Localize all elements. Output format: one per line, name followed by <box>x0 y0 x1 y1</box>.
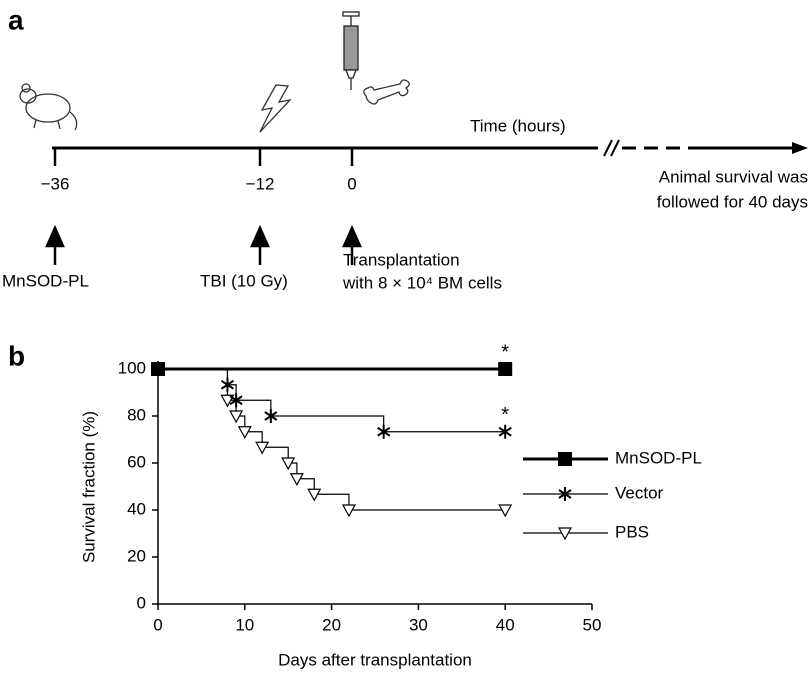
syringe-icon <box>342 11 360 90</box>
annotation: * <box>501 404 509 426</box>
axis-break <box>603 139 620 157</box>
marker <box>377 424 391 439</box>
marker <box>264 409 278 423</box>
marker <box>255 441 270 455</box>
time-point: 0 <box>347 174 356 193</box>
event-label: TBI (10 Gy) <box>200 271 288 290</box>
panel-label: a <box>8 4 24 35</box>
mouse-icon <box>19 83 78 131</box>
marker <box>498 504 513 518</box>
marker <box>237 426 252 439</box>
annotation: * <box>501 341 509 363</box>
event-arrows <box>45 224 362 265</box>
x-axis-title: Days after transplantation <box>278 650 472 669</box>
y-tick-label: 40 <box>127 499 146 518</box>
marker <box>220 377 234 392</box>
marker <box>341 504 356 518</box>
event-label: with 8 × 10⁴ BM cells <box>342 273 502 292</box>
marker <box>229 410 244 424</box>
marker <box>220 394 235 408</box>
y-tick-label: 0 <box>137 593 146 612</box>
legend-marker <box>557 527 573 541</box>
legend-label: MnSOD-PL <box>615 448 702 467</box>
survival-line <box>158 368 506 433</box>
x-tick-label: 30 <box>409 615 428 634</box>
event-label: MnSOD-PL <box>2 271 89 290</box>
x-tick-label: 10 <box>235 615 254 634</box>
time-axis-label: Time (hours) <box>470 116 566 135</box>
followup-label: Animal survival was <box>659 167 808 186</box>
legend-marker <box>558 487 572 501</box>
marker <box>289 473 304 486</box>
marker <box>498 362 513 376</box>
y-tick-label: 100 <box>118 358 146 377</box>
followup-label: followed for 40 days <box>657 192 808 211</box>
x-tick-label: 50 <box>583 615 602 634</box>
time-point: −36 <box>41 174 70 193</box>
x-tick-label: 40 <box>496 615 515 634</box>
y-tick-label: 60 <box>127 452 146 471</box>
x-tick-label: 0 <box>153 615 162 634</box>
marker <box>281 457 296 471</box>
marker <box>151 362 165 376</box>
timeline-ticks <box>53 148 354 166</box>
legend-marker <box>558 452 572 466</box>
plot: 0 20 40 60 80 100 0 10 20 30 40 50 * * MnSOD-PL Vector P… <box>118 341 702 634</box>
panel-label: b <box>8 340 25 371</box>
marker <box>229 393 243 408</box>
radiation-icon <box>259 84 292 133</box>
time-point: −12 <box>246 174 275 193</box>
y-axis-title: Survival fraction (%) <box>79 411 98 563</box>
bone-icon <box>363 79 410 105</box>
arrow-head <box>792 142 808 154</box>
y-tick-label: 80 <box>127 405 146 424</box>
event-label: Transplantation <box>343 250 460 269</box>
survival-line <box>158 368 506 511</box>
y-tick-label: 20 <box>127 546 146 565</box>
marker <box>498 424 512 439</box>
marker <box>307 488 322 502</box>
x-tick-label: 20 <box>322 615 341 634</box>
legend-label: PBS <box>615 522 649 541</box>
legend-label: Vector <box>615 483 664 502</box>
